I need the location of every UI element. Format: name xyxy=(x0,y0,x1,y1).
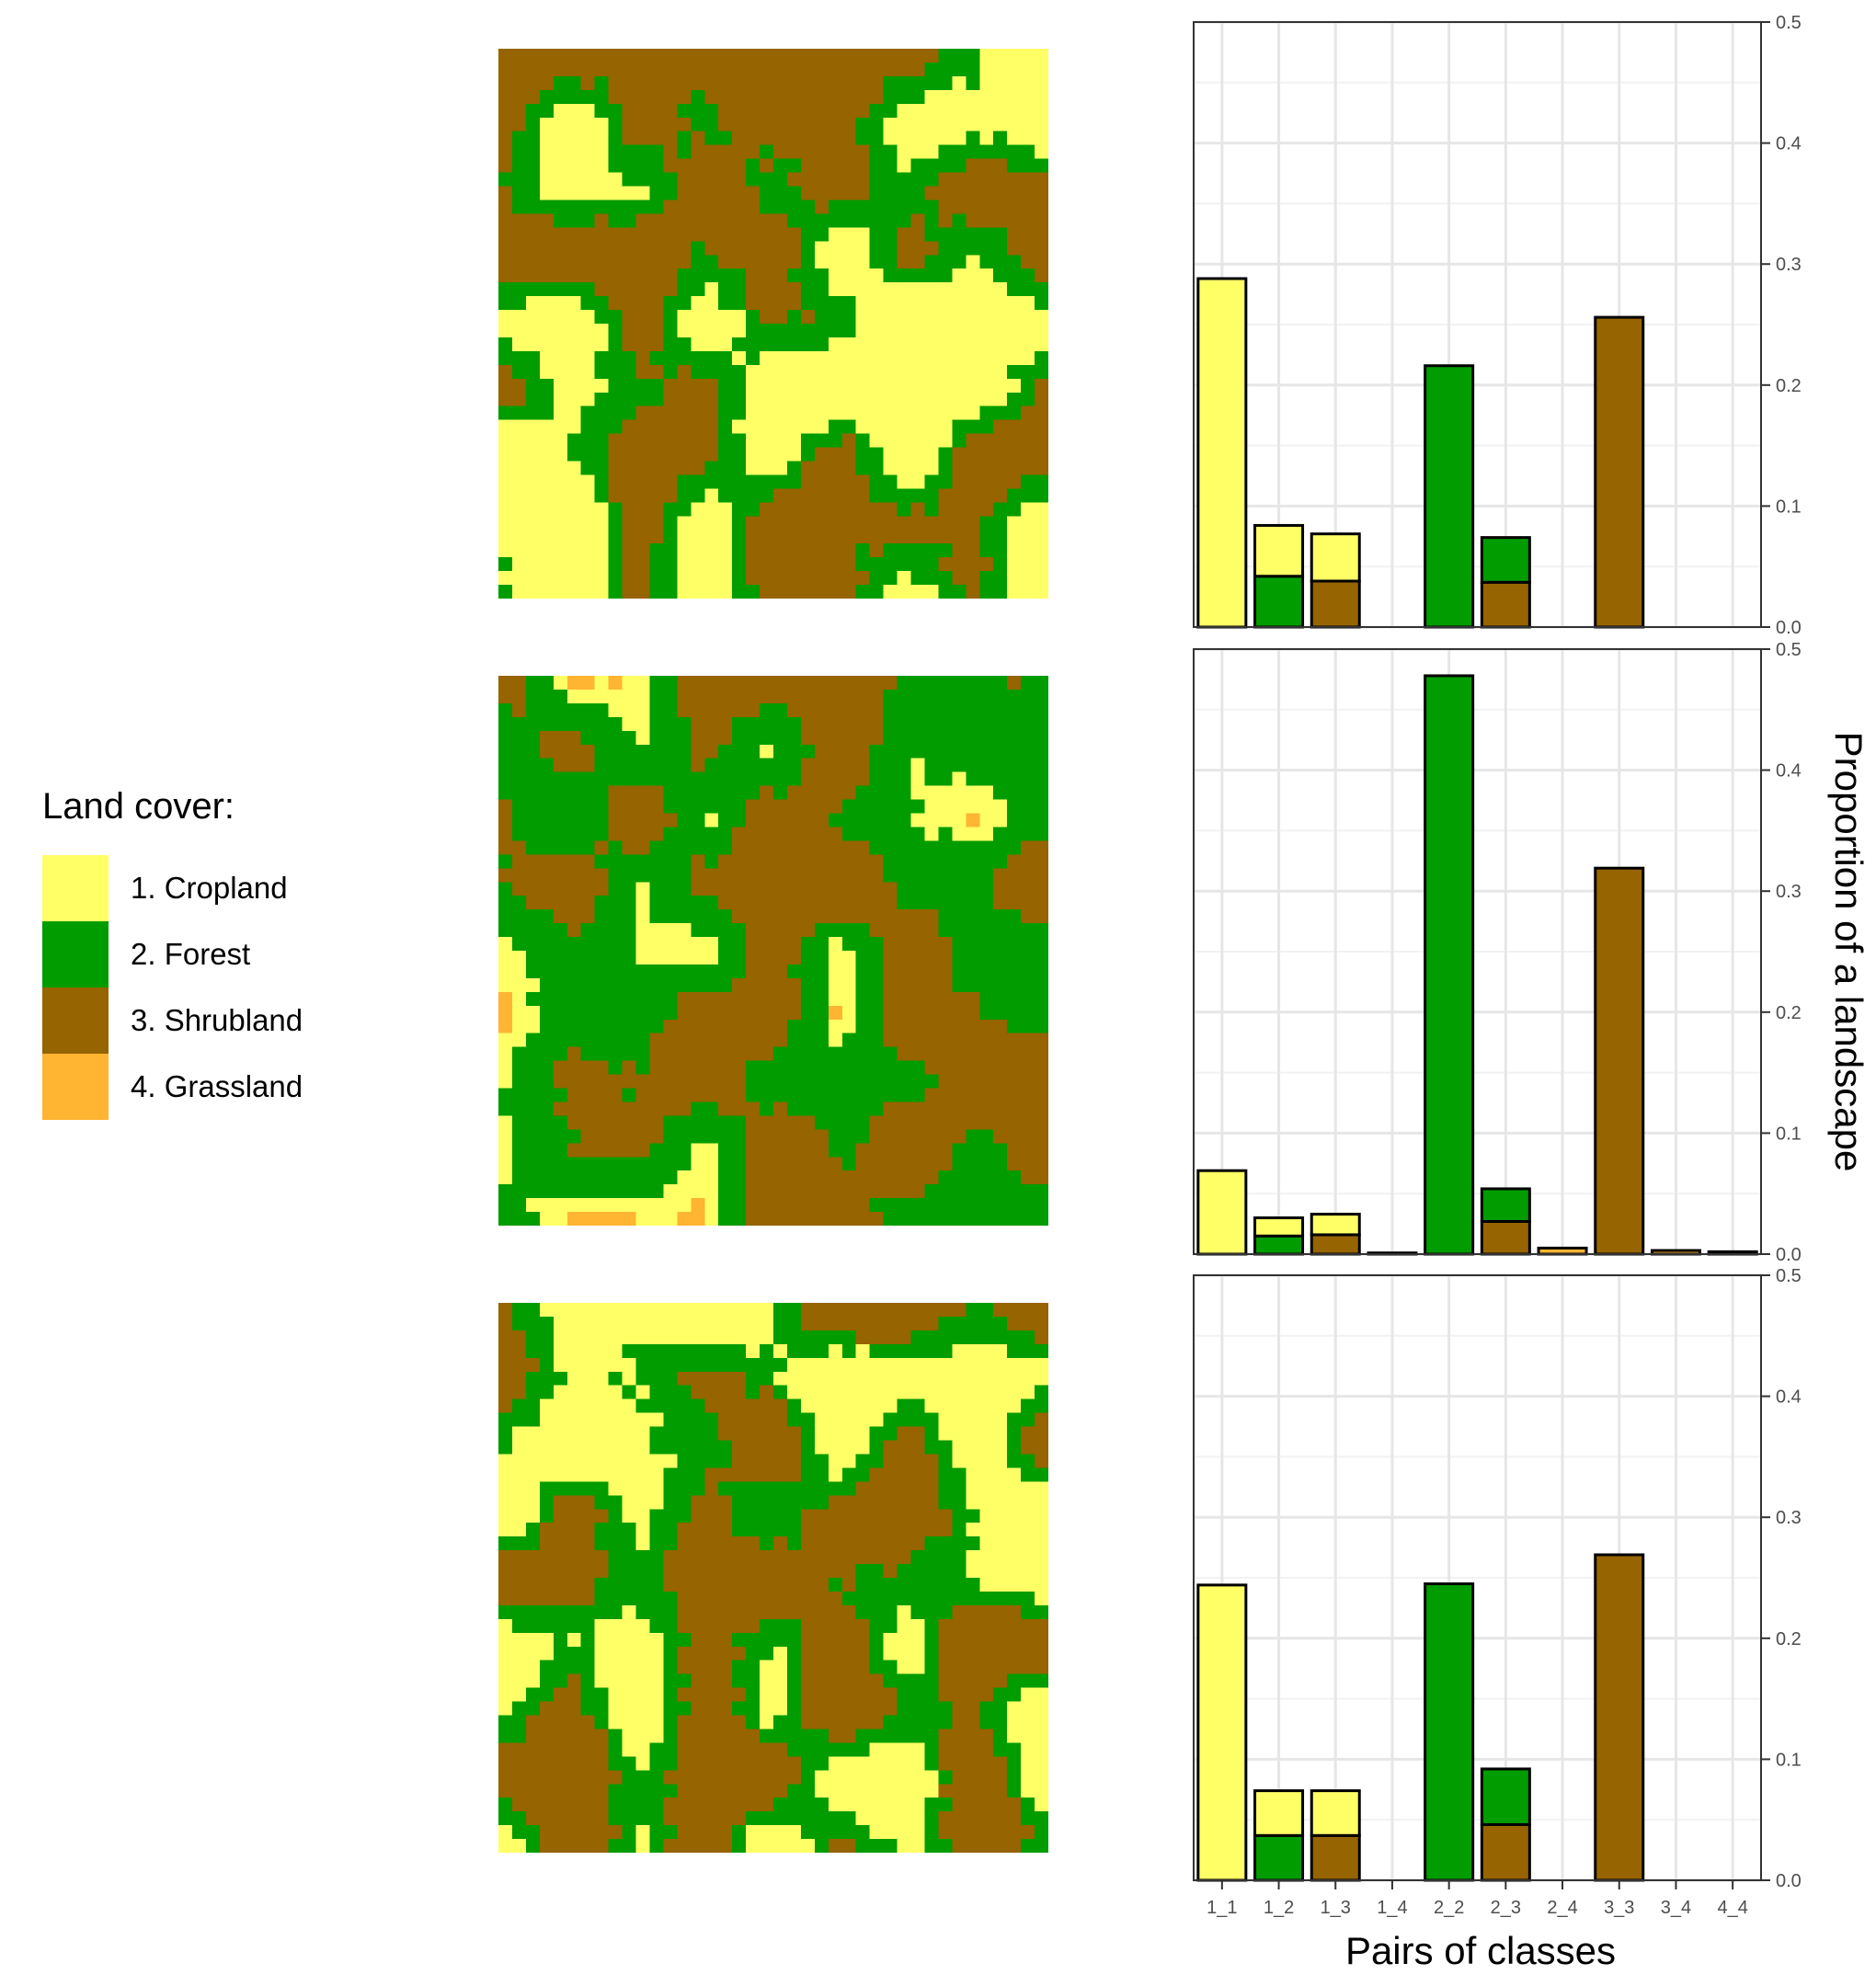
bar-3_3-lower xyxy=(1594,1553,1645,1882)
y-tick-label: 0.3 xyxy=(1776,255,1802,275)
y-axis-title: Proportion of a landscape xyxy=(1827,732,1870,1172)
y-tick-label: 0.0 xyxy=(1776,1871,1802,1891)
bar-2_3-lower xyxy=(1480,1219,1531,1256)
bar-1_2-upper xyxy=(1253,1789,1305,1837)
bar-2_3-lower xyxy=(1480,1822,1531,1882)
y-tick-label: 0.2 xyxy=(1776,376,1802,396)
legend-swatch-cropland xyxy=(42,855,109,921)
bar-2_3-lower xyxy=(1480,580,1531,629)
bar-2_3-upper xyxy=(1480,1767,1531,1826)
bar-1_2-lower xyxy=(1253,575,1305,629)
y-tick-label: 0.2 xyxy=(1776,1629,1802,1649)
legend-item-forest: 2. Forest xyxy=(42,921,373,987)
y-tick-label: 0.1 xyxy=(1776,1750,1802,1770)
bar-1_3-lower xyxy=(1310,1233,1361,1256)
bar-1_3-upper xyxy=(1310,1789,1361,1837)
panel-border xyxy=(1193,648,1762,1255)
bar-1_2-upper xyxy=(1253,523,1305,578)
panel-border xyxy=(1193,21,1762,628)
bar-2_3-upper xyxy=(1480,536,1531,584)
x-tick-label: 3_3 xyxy=(1604,1898,1634,1918)
legend-swatch-grassland xyxy=(42,1054,109,1120)
x-tick-label: 1_1 xyxy=(1207,1898,1237,1918)
y-tick-label: 0.3 xyxy=(1776,1508,1802,1528)
x-tick-label: 3_4 xyxy=(1661,1898,1691,1918)
bar-1_2-lower xyxy=(1253,1234,1305,1256)
y-tick-label: 0.0 xyxy=(1776,1245,1802,1265)
y-tick-label: 0.2 xyxy=(1776,1003,1802,1023)
bar-2_2-lower xyxy=(1424,674,1475,1256)
legend-label-forest: 2. Forest xyxy=(131,937,251,971)
x-tick-label: 1_4 xyxy=(1377,1898,1407,1918)
y-tick-label: 0.4 xyxy=(1776,761,1802,782)
chart-panel-3: 0.0 0.1 0.2 0.3 0.4 0.5 xyxy=(1193,1266,1802,1891)
y-tick-label: 0.4 xyxy=(1776,134,1802,154)
x-axis-title: Pairs of classes xyxy=(1345,1929,1616,1972)
bar-1_2-upper xyxy=(1253,1216,1305,1238)
bar-1_1-lower xyxy=(1196,1169,1248,1256)
bar-1_3-upper xyxy=(1310,532,1361,583)
y-tick-label: 0.1 xyxy=(1776,496,1802,517)
land-cover-map-1 xyxy=(498,49,1048,599)
bar-1_3-lower xyxy=(1310,1833,1361,1882)
y-tick-label: 0.5 xyxy=(1776,13,1802,33)
legend-label-grassland: 4. Grassland xyxy=(131,1069,303,1103)
legend: Land cover: 1. Cropland 2. Forest 3. Shr… xyxy=(42,786,373,1120)
panel-border xyxy=(1193,1274,1762,1881)
legend-item-shrubland: 3. Shrubland xyxy=(42,987,373,1054)
bar-2_2-lower xyxy=(1424,1582,1475,1882)
bar-1_1-lower xyxy=(1196,1583,1248,1882)
x-tick-label: 2_2 xyxy=(1434,1898,1464,1918)
bar-1_1-lower xyxy=(1196,277,1248,629)
bar-2_2-lower xyxy=(1424,364,1475,629)
x-tick-label: 1_2 xyxy=(1264,1898,1294,1918)
y-tick-label: 0.3 xyxy=(1776,882,1802,902)
bar-1_2-lower xyxy=(1253,1833,1305,1882)
legend-swatch-shrubland xyxy=(42,987,109,1054)
bar-1_3-upper xyxy=(1310,1213,1361,1237)
legend-item-cropland: 1. Cropland xyxy=(42,855,373,921)
x-tick-label: 4_4 xyxy=(1717,1898,1747,1918)
y-tick-label: 0.5 xyxy=(1776,640,1802,660)
land-cover-map-2 xyxy=(498,676,1048,1226)
x-tick-label: 2_4 xyxy=(1547,1898,1577,1918)
x-tick-label: 2_3 xyxy=(1491,1898,1521,1918)
y-tick-label: 0.0 xyxy=(1776,618,1802,638)
y-tick-label: 0.5 xyxy=(1776,1266,1802,1286)
legend-swatch-forest xyxy=(42,921,109,987)
chart-panel-1: 0.0 0.1 0.2 0.3 0.4 0.5 xyxy=(1193,13,1802,638)
legend-label-shrubland: 3. Shrubland xyxy=(131,1003,303,1037)
legend-label-cropland: 1. Cropland xyxy=(131,871,288,905)
chart-panel-2: 0.0 0.1 0.2 0.3 0.4 0.5 xyxy=(1193,640,1802,1265)
y-tick-label: 0.4 xyxy=(1776,1387,1802,1408)
legend-title: Land cover: xyxy=(42,786,235,827)
legend-item-grassland: 4. Grassland xyxy=(42,1054,373,1120)
bar-1_3-lower xyxy=(1310,579,1361,629)
x-tick-label: 1_3 xyxy=(1321,1898,1351,1918)
bar-2_3-upper xyxy=(1480,1187,1531,1223)
bar-3_3-lower xyxy=(1594,866,1645,1256)
land-cover-map-3 xyxy=(498,1303,1048,1853)
bar-3_3-lower xyxy=(1594,315,1645,629)
y-tick-label: 0.1 xyxy=(1776,1124,1802,1144)
